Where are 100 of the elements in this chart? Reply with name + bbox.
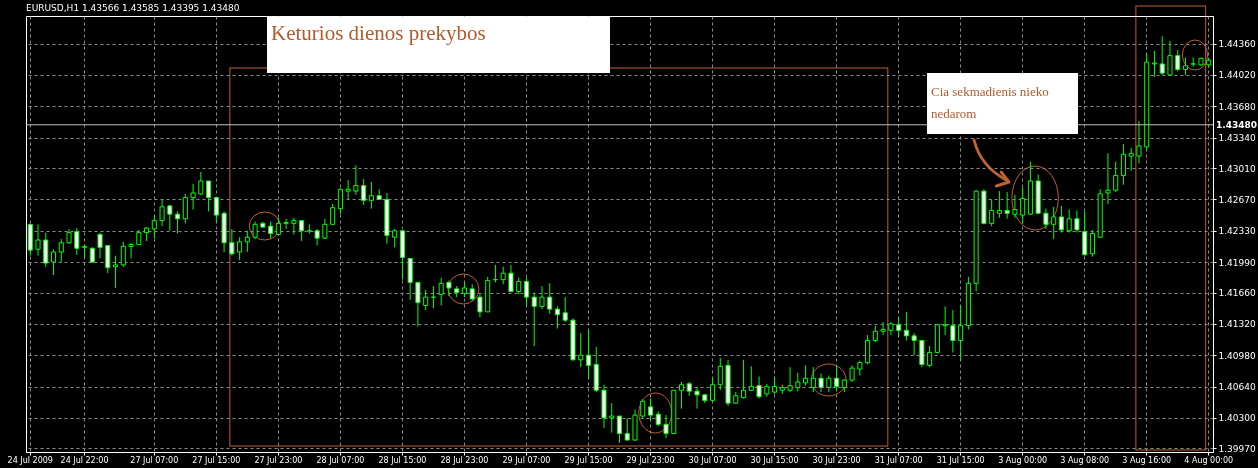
candlestick [337, 187, 343, 215]
candlestick [229, 228, 235, 257]
candlestick [1043, 208, 1049, 230]
candlestick [1120, 143, 1126, 186]
candlestick [120, 241, 126, 268]
candlestick [865, 334, 871, 365]
x-tick-label: 29 Jul 07:00 [502, 455, 551, 465]
x-tick-label: 28 Jul 15:00 [378, 455, 427, 465]
y-tick-label: 1.43010 [1218, 163, 1256, 174]
candlestick [167, 204, 173, 232]
x-tick-label: 3 Aug 08:00 [1060, 455, 1110, 465]
y-tick-label: 1.42330 [1218, 226, 1256, 237]
candlestick [1159, 35, 1165, 76]
candlestick [508, 264, 514, 293]
candlestick [911, 332, 917, 356]
candlestick [678, 381, 685, 410]
candlestick [477, 293, 483, 318]
y-tick-label: 1.44020 [1218, 70, 1256, 81]
candlestick [903, 311, 909, 341]
candlestick [50, 248, 57, 276]
candlestick [97, 232, 103, 259]
x-tick-label: 28 Jul 23:00 [440, 455, 489, 465]
candlestick [694, 386, 700, 410]
candlestick [663, 414, 669, 439]
candlestick [1004, 191, 1010, 220]
x-tick-label: 30 Jul 07:00 [688, 455, 737, 465]
candlestick [175, 210, 181, 235]
candlestick [1128, 147, 1134, 172]
candlestick [748, 365, 754, 392]
x-tick-label: 29 Jul 23:00 [626, 455, 675, 465]
candlestick [206, 180, 212, 212]
candlestick [283, 218, 289, 230]
x-tick-label: 31 Jul 15:00 [936, 455, 985, 465]
y-tick-label: 1.41660 [1218, 288, 1256, 299]
candlestick [896, 316, 902, 338]
candlestick [554, 305, 561, 329]
candlestick [128, 242, 134, 259]
candlestick [1082, 210, 1088, 257]
candlestick [159, 198, 165, 227]
candlestick [1012, 194, 1018, 219]
candlestick [609, 402, 615, 434]
candlestick [523, 277, 529, 306]
candlestick [299, 220, 305, 242]
candlestick [1020, 186, 1026, 224]
x-tick-label: 3 Aug 00:00 [998, 455, 1048, 465]
candlestick [795, 372, 801, 392]
candlestick [1113, 161, 1119, 193]
candlestick [624, 417, 630, 442]
x-tick-label: 30 Jul 15:00 [750, 455, 799, 465]
x-tick-label: 3 Aug 16:00 [1122, 455, 1172, 465]
candlestick [1058, 205, 1064, 234]
candlestick [415, 281, 421, 328]
x-tick-label: 4 Aug 00:00 [1184, 455, 1234, 465]
candlestick [741, 359, 747, 400]
candlestick [562, 296, 568, 323]
candlestick [113, 255, 119, 289]
candlestick [880, 321, 886, 336]
candlestick [361, 178, 367, 206]
x-tick-label: 27 Jul 23:00 [254, 455, 303, 465]
candlestick [996, 190, 1002, 219]
x-tick-label: 27 Jul 15:00 [192, 455, 241, 465]
candlestick [531, 292, 537, 347]
x-tick-label: 27 Jul 07:00 [130, 455, 179, 465]
candlestick [539, 285, 545, 310]
candlestick [105, 245, 111, 274]
candlestick [1175, 49, 1181, 72]
y-tick-label: 1.43680 [1218, 101, 1256, 112]
y-tick-label: 1.43340 [1218, 133, 1256, 144]
candlestick [423, 289, 429, 311]
candlestick [237, 236, 243, 261]
candlestick [438, 277, 444, 306]
candlestick [585, 329, 592, 380]
x-tick-label: 24 Jul 2009 [7, 455, 53, 465]
candlestick [803, 364, 809, 387]
candlestick [353, 164, 359, 196]
candlestick [392, 228, 398, 248]
candlestick [368, 181, 374, 210]
x-tick-label: 30 Jul 23:00 [812, 455, 861, 465]
text-box: Cia sekmadienis nieko nedarom [927, 73, 1078, 134]
candlestick [942, 305, 948, 336]
candlestick [756, 375, 762, 400]
candlestick [58, 238, 64, 263]
candlestick [834, 364, 840, 391]
candlestick [1136, 120, 1142, 164]
candlestick [74, 227, 80, 256]
candlestick [919, 339, 925, 368]
candlestick [810, 366, 816, 393]
y-tick-label: 1.40980 [1218, 350, 1256, 361]
candlestick [345, 179, 351, 200]
candlestick [950, 309, 956, 353]
candlestick [578, 332, 584, 368]
candlestick [1066, 209, 1072, 234]
candlestick [717, 357, 723, 391]
candlestick [430, 285, 436, 309]
x-tick-label: 31 Jul 07:00 [874, 455, 923, 465]
candlestick [43, 232, 49, 268]
candlestick [446, 280, 452, 297]
candlestick [958, 304, 964, 362]
x-tick-label: 28 Jul 07:00 [316, 455, 365, 465]
ref-line-label: 1.43480 [1216, 119, 1257, 130]
